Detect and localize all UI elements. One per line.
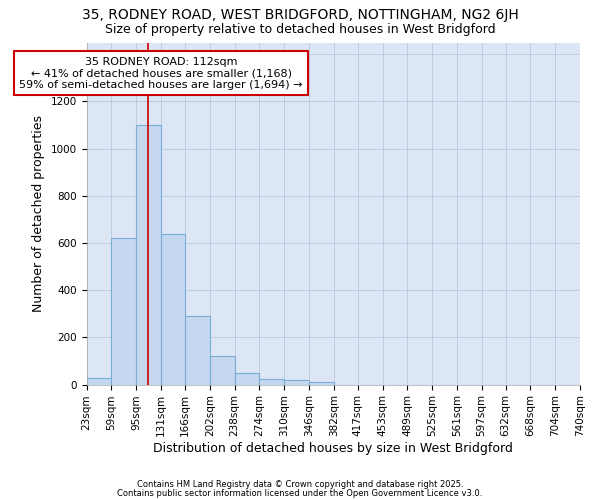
Bar [87,378,112,384]
Bar [112,238,136,384]
Bar [309,382,334,384]
X-axis label: Distribution of detached houses by size in West Bridgford: Distribution of detached houses by size … [154,442,513,455]
Bar [161,234,185,384]
Bar [210,356,235,384]
Text: Contains HM Land Registry data © Crown copyright and database right 2025.: Contains HM Land Registry data © Crown c… [137,480,463,489]
Bar [284,380,309,384]
Bar [136,125,161,384]
Bar [235,373,259,384]
Bar [185,316,210,384]
Text: 35 RODNEY ROAD: 112sqm
← 41% of detached houses are smaller (1,168)
59% of semi-: 35 RODNEY ROAD: 112sqm ← 41% of detached… [19,56,303,90]
Y-axis label: Number of detached properties: Number of detached properties [32,115,45,312]
Text: Size of property relative to detached houses in West Bridgford: Size of property relative to detached ho… [104,22,496,36]
Text: 35, RODNEY ROAD, WEST BRIDGFORD, NOTTINGHAM, NG2 6JH: 35, RODNEY ROAD, WEST BRIDGFORD, NOTTING… [82,8,518,22]
Bar [259,378,284,384]
Text: Contains public sector information licensed under the Open Government Licence v3: Contains public sector information licen… [118,488,482,498]
